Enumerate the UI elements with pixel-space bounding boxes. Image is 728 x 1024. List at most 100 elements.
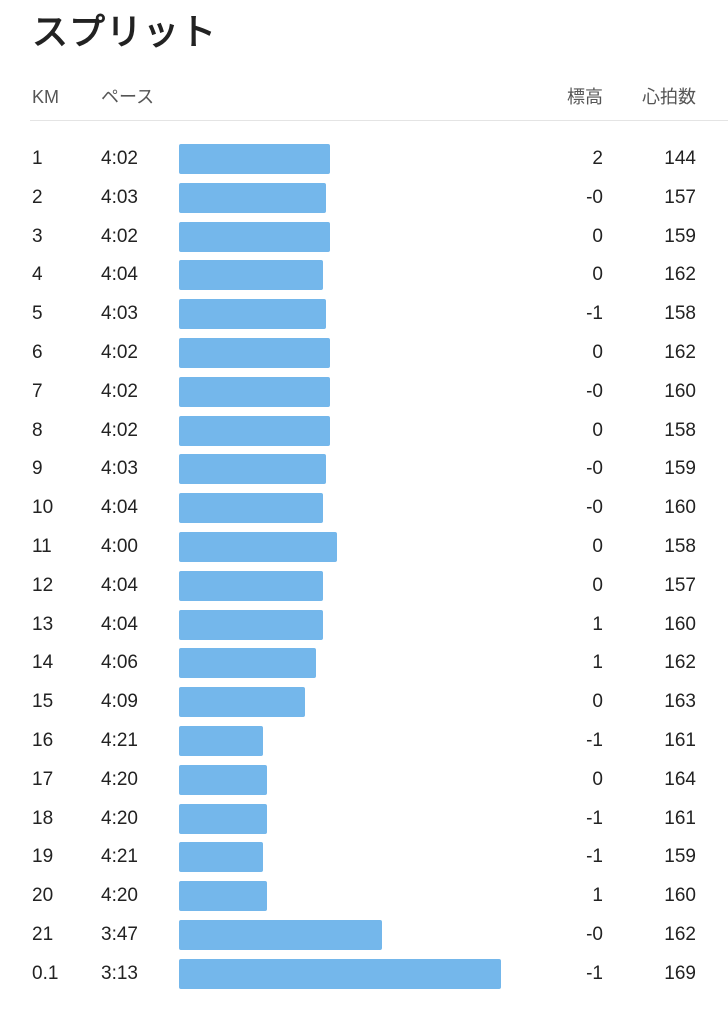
- pace: 4:02: [101, 148, 138, 169]
- km: 9: [32, 458, 43, 480]
- pace: 4:02: [101, 380, 138, 402]
- km: 5: [32, 303, 43, 325]
- pace: 3:47: [101, 924, 138, 945]
- pace: 4:02: [101, 225, 138, 247]
- km: 19: [32, 846, 54, 868]
- km: 4: [32, 264, 43, 286]
- pace: 4:21: [101, 846, 138, 868]
- pace: 4:04: [101, 497, 138, 519]
- pace-bar: [179, 570, 323, 601]
- elevation: -1: [586, 303, 603, 325]
- km: 21: [32, 924, 54, 945]
- elevation: 0: [592, 536, 603, 557]
- heart-rate: 157: [664, 186, 696, 208]
- pace: 4:02: [101, 419, 138, 441]
- pace: 4:06: [101, 652, 138, 674]
- pace: 4:04: [101, 574, 138, 596]
- column-header: 心拍数: [642, 87, 696, 107]
- pace-bar: [179, 260, 323, 291]
- heart-rate: 160: [664, 613, 696, 635]
- pace: 4:20: [101, 885, 138, 907]
- heart-rate: 161: [664, 807, 696, 829]
- column-header: ペース: [101, 87, 155, 107]
- elevation: -0: [586, 186, 603, 208]
- km: 16: [32, 730, 54, 751]
- elevation: 1: [592, 613, 603, 635]
- elevation: -1: [586, 962, 603, 984]
- pace: 4:03: [101, 458, 138, 480]
- elevation: -0: [586, 497, 603, 519]
- km: 3: [32, 225, 43, 247]
- elevation: -0: [586, 380, 603, 402]
- km: 12: [32, 574, 54, 596]
- heart-rate: 162: [664, 652, 696, 674]
- elevation: -1: [586, 807, 603, 829]
- heart-rate: 162: [664, 924, 696, 945]
- pace-bar: [179, 687, 305, 718]
- pace: 4:04: [101, 613, 138, 635]
- pace-bar: [179, 454, 326, 485]
- km: 11: [32, 536, 52, 557]
- divider: [30, 120, 728, 121]
- pace: 4:20: [101, 768, 138, 790]
- pace: 4:03: [101, 186, 138, 208]
- km: 10: [32, 497, 54, 519]
- heart-rate: 160: [664, 380, 696, 402]
- heart-rate: 157: [664, 574, 696, 596]
- heart-rate: 158: [664, 419, 696, 441]
- pace-bar: [179, 532, 337, 562]
- km: 14: [32, 652, 54, 674]
- pace-bar: [179, 221, 330, 252]
- column-header: KM: [32, 87, 59, 107]
- pace-bar: [179, 144, 330, 174]
- elevation: 1: [592, 885, 603, 907]
- pace-bar: [179, 415, 330, 446]
- km: 20: [32, 885, 54, 907]
- elevation: 0: [592, 342, 603, 363]
- heart-rate: 163: [664, 691, 696, 713]
- heart-rate: 159: [664, 458, 696, 480]
- pace-bar: [179, 299, 326, 330]
- pace: 4:21: [101, 730, 138, 751]
- heart-rate: 164: [664, 768, 696, 790]
- pace-bar: [179, 920, 382, 950]
- km: 0.1: [32, 962, 59, 984]
- elevation: -0: [586, 458, 603, 480]
- pace: 4:09: [101, 691, 138, 713]
- elevation: -0: [586, 924, 603, 945]
- pace-bar: [179, 958, 501, 989]
- elevation: 0: [592, 574, 603, 596]
- elevation: -1: [586, 730, 603, 751]
- heart-rate: 158: [664, 303, 696, 325]
- pace-bar: [179, 803, 267, 834]
- pace-bar: [179, 376, 330, 407]
- km: 18: [32, 807, 54, 829]
- pace: 4:04: [101, 264, 138, 286]
- km: 17: [32, 768, 54, 790]
- pace: 3:13: [101, 962, 138, 984]
- elevation: 2: [592, 148, 603, 169]
- pace: 4:00: [101, 536, 138, 557]
- elevation: 0: [592, 264, 603, 286]
- pace-bar: [179, 182, 326, 213]
- heart-rate: 160: [664, 497, 696, 519]
- pace: 4:02: [101, 342, 138, 363]
- pace-bar: [179, 338, 330, 368]
- heart-rate: 159: [664, 225, 696, 247]
- elevation: 1: [592, 652, 603, 674]
- km: 6: [32, 342, 43, 363]
- elevation: 0: [592, 419, 603, 441]
- heart-rate: 160: [664, 885, 696, 907]
- heart-rate: 169: [664, 962, 696, 984]
- elevation: -1: [586, 846, 603, 868]
- elevation: 0: [592, 225, 603, 247]
- title: スプリット: [32, 11, 218, 52]
- pace-bar: [179, 609, 323, 640]
- km: 15: [32, 691, 54, 713]
- km: 13: [32, 613, 54, 635]
- heart-rate: 159: [664, 846, 696, 868]
- heart-rate: 162: [664, 264, 696, 286]
- pace-bar: [179, 842, 263, 873]
- elevation: 0: [592, 768, 603, 790]
- km: 8: [32, 419, 43, 441]
